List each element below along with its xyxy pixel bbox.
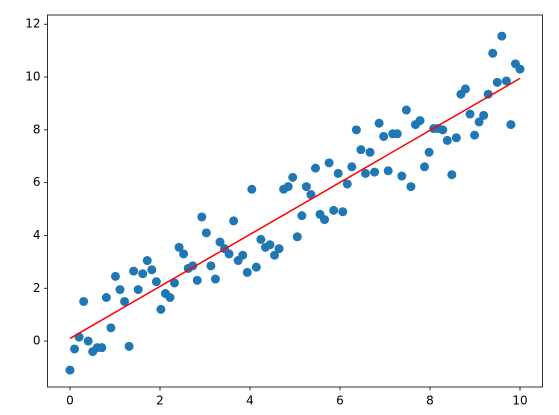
point xyxy=(310,163,320,173)
point xyxy=(215,237,225,247)
point xyxy=(329,205,339,215)
point xyxy=(415,116,425,126)
point xyxy=(424,147,434,157)
point xyxy=(274,244,284,254)
point xyxy=(97,343,107,353)
point xyxy=(120,296,130,306)
x-tick-label: 0 xyxy=(66,394,74,408)
point xyxy=(270,250,280,260)
point xyxy=(247,184,257,194)
fit-line xyxy=(69,77,521,340)
point xyxy=(333,168,343,178)
point xyxy=(301,182,311,192)
point xyxy=(165,292,175,302)
point xyxy=(370,167,380,177)
point xyxy=(283,182,293,192)
point xyxy=(392,129,402,139)
point xyxy=(374,118,384,128)
plot-frame xyxy=(47,14,543,388)
point xyxy=(238,250,248,260)
point xyxy=(129,266,139,276)
point xyxy=(365,147,375,157)
y-tick-label: 10 xyxy=(25,70,40,84)
point xyxy=(470,130,480,140)
x-tick-label: 4 xyxy=(246,394,254,408)
point xyxy=(479,110,489,120)
point xyxy=(197,212,207,222)
point xyxy=(483,89,493,99)
point xyxy=(397,171,407,181)
point xyxy=(447,170,457,180)
point xyxy=(256,234,266,244)
point xyxy=(420,162,430,172)
point xyxy=(451,133,461,143)
point xyxy=(347,162,357,172)
point xyxy=(170,278,180,288)
point xyxy=(320,215,330,225)
point xyxy=(174,242,184,252)
point xyxy=(379,131,389,141)
point xyxy=(265,240,275,250)
point xyxy=(438,125,448,135)
y-tick-label: 0 xyxy=(33,334,41,348)
point xyxy=(442,135,452,145)
point xyxy=(110,271,120,281)
y-tick-label: 6 xyxy=(33,175,41,189)
point xyxy=(70,344,80,354)
point xyxy=(124,341,134,351)
point xyxy=(288,172,298,182)
point xyxy=(79,296,89,306)
point xyxy=(142,256,152,266)
point xyxy=(465,109,475,119)
point xyxy=(224,249,234,259)
point xyxy=(406,182,416,192)
x-tick-label: 8 xyxy=(426,394,434,408)
y-tick-label: 8 xyxy=(33,122,41,136)
point xyxy=(101,292,111,302)
point xyxy=(306,190,316,200)
point xyxy=(474,117,484,127)
y-tick-label: 2 xyxy=(33,281,41,295)
point xyxy=(497,31,507,41)
point xyxy=(151,277,161,287)
point xyxy=(351,125,361,135)
x-tick-label: 10 xyxy=(512,394,527,408)
point xyxy=(292,232,302,242)
point xyxy=(356,145,366,155)
y-tick-label: 12 xyxy=(25,17,40,31)
point xyxy=(106,323,116,333)
point xyxy=(83,336,93,346)
point xyxy=(192,275,202,285)
point xyxy=(401,105,411,115)
point xyxy=(147,265,157,275)
point xyxy=(210,274,220,284)
point xyxy=(229,216,239,226)
point xyxy=(515,64,525,74)
point xyxy=(138,269,148,279)
y-tick-label: 4 xyxy=(33,228,41,242)
point xyxy=(338,207,348,217)
point xyxy=(115,285,125,295)
point xyxy=(65,365,75,375)
point xyxy=(133,285,143,295)
point xyxy=(383,166,393,176)
point xyxy=(242,267,252,277)
point xyxy=(492,77,502,87)
x-tick-label: 6 xyxy=(336,394,344,408)
point xyxy=(460,84,470,94)
point xyxy=(251,262,261,272)
point xyxy=(156,304,166,314)
point xyxy=(201,228,211,238)
point xyxy=(179,249,189,259)
point xyxy=(360,168,370,178)
point xyxy=(206,261,216,271)
point xyxy=(488,48,498,58)
x-tick-label: 2 xyxy=(156,394,164,408)
point xyxy=(501,76,511,86)
point xyxy=(342,179,352,189)
point xyxy=(324,158,334,168)
point xyxy=(297,211,307,221)
point xyxy=(506,120,516,130)
